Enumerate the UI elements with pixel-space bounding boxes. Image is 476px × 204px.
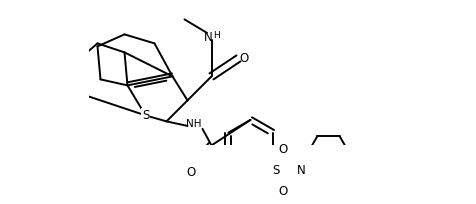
Text: O: O [186, 166, 195, 179]
Text: O: O [278, 185, 288, 198]
Text: N: N [297, 164, 305, 177]
Text: S: S [272, 164, 279, 177]
Text: N: N [204, 31, 212, 44]
Text: O: O [239, 52, 248, 65]
Text: H: H [212, 31, 219, 40]
Text: S: S [141, 109, 149, 122]
Text: O: O [278, 143, 288, 156]
Text: NH: NH [185, 119, 201, 129]
